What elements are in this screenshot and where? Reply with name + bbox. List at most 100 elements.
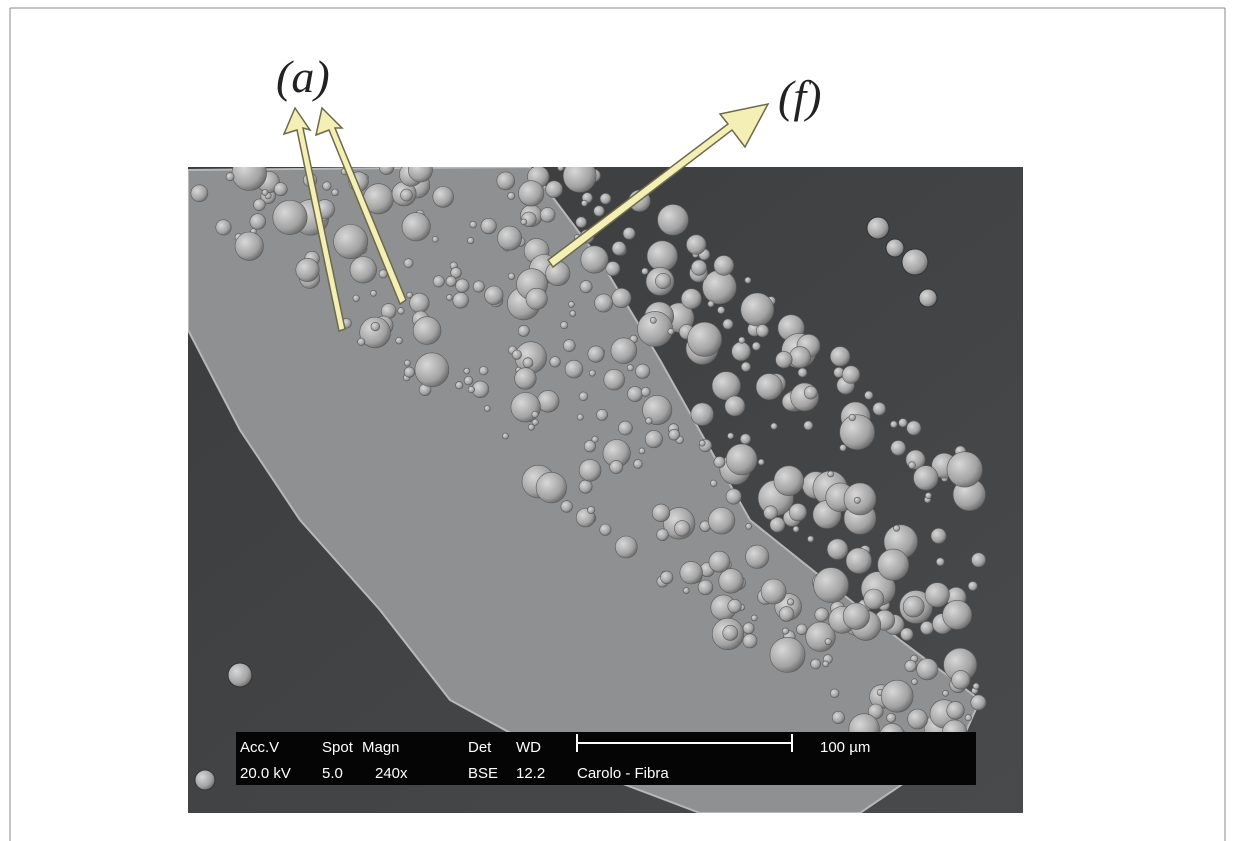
particle: [867, 217, 889, 239]
particle: [912, 679, 918, 685]
particle: [358, 338, 365, 345]
particle: [849, 414, 856, 421]
particle: [508, 273, 515, 280]
particle: [191, 185, 208, 202]
particle: [550, 357, 561, 368]
particle: [771, 423, 777, 429]
particle: [627, 365, 633, 371]
value: 12.2: [516, 765, 545, 782]
particle: [468, 386, 475, 393]
particle: [484, 406, 490, 412]
particle: [843, 603, 869, 629]
particle: [712, 372, 740, 400]
particle: [796, 624, 807, 635]
particle: [579, 459, 601, 481]
particle: [402, 213, 430, 241]
particle: [250, 214, 266, 230]
particle: [746, 545, 769, 568]
particle: [610, 460, 623, 473]
particle: [669, 429, 680, 440]
particle: [840, 415, 875, 450]
particle: [719, 569, 744, 594]
particle: [811, 659, 821, 669]
particle: [407, 292, 413, 298]
particle: [743, 634, 757, 648]
particle: [881, 680, 913, 712]
particle: [485, 286, 504, 305]
particle: [972, 553, 986, 567]
particle: [479, 366, 488, 375]
particle: [432, 236, 438, 242]
particle: [273, 200, 307, 234]
particle: [718, 307, 725, 314]
particle: [842, 366, 860, 384]
particle: [623, 227, 635, 239]
particle: [473, 281, 484, 292]
particle: [726, 489, 741, 504]
particle: [779, 607, 794, 622]
particle: [254, 199, 266, 211]
particle: [532, 411, 539, 418]
particle: [782, 628, 788, 634]
header: Spot: [322, 739, 354, 756]
particle: [683, 588, 689, 594]
particle: [917, 659, 938, 680]
value: 20.0 kV: [240, 765, 291, 782]
particle: [481, 218, 497, 234]
particle: [470, 221, 477, 228]
particle: [639, 448, 645, 454]
particle: [563, 340, 575, 352]
particle: [597, 409, 608, 420]
sample: Carolo - Fibra: [577, 765, 669, 782]
particle: [854, 497, 860, 503]
particle: [936, 558, 944, 566]
particle: [681, 289, 701, 309]
label-f: (f): [778, 71, 821, 122]
particle: [840, 445, 847, 452]
particle: [433, 276, 444, 287]
particle: [714, 457, 725, 468]
particle: [770, 637, 805, 672]
particle: [589, 370, 595, 376]
particle: [398, 308, 405, 315]
particle: [789, 347, 810, 368]
particle: [952, 671, 971, 690]
particle: [658, 204, 689, 235]
particle: [740, 434, 750, 444]
particle: [708, 301, 714, 307]
particle: [561, 321, 568, 328]
particle: [579, 480, 592, 493]
particle: [577, 414, 583, 420]
header: WD: [516, 739, 541, 756]
particle: [561, 501, 573, 513]
particle: [570, 311, 576, 317]
particle: [776, 351, 793, 368]
particle: [404, 367, 414, 377]
particle: [587, 506, 594, 513]
particle: [825, 638, 831, 644]
particle: [408, 158, 432, 182]
particle: [235, 232, 263, 260]
particle: [709, 551, 730, 572]
particle: [646, 418, 653, 425]
particle: [558, 165, 564, 171]
particle: [497, 172, 515, 190]
particle: [901, 628, 914, 641]
particle: [789, 504, 806, 521]
particle: [725, 396, 745, 416]
particle: [732, 342, 751, 361]
particle: [739, 337, 745, 343]
particle: [793, 526, 799, 532]
particle: [891, 441, 906, 456]
particle: [764, 506, 778, 520]
particle: [433, 187, 454, 208]
particle: [965, 715, 971, 721]
particle: [371, 322, 380, 331]
particle: [584, 441, 595, 452]
particle: [846, 548, 872, 574]
particle: [401, 189, 413, 201]
particle: [581, 246, 608, 273]
particle: [798, 368, 807, 377]
particle: [523, 358, 533, 368]
particle: [576, 217, 587, 228]
